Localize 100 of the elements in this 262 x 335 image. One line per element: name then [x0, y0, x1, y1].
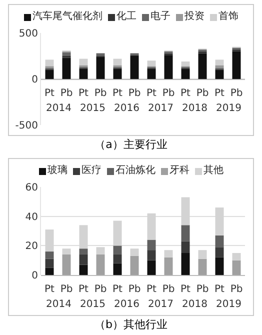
- x-tick-label: Pt: [180, 88, 191, 99]
- x-tick-label: Pt: [78, 284, 89, 295]
- x-tick-label: Pt: [112, 284, 123, 295]
- bar: [130, 248, 139, 256]
- x-tick-label: Pb: [230, 284, 243, 295]
- text: （b）其他行业: [94, 317, 168, 333]
- x-tick-label: Pt: [112, 88, 123, 99]
- bar: [62, 254, 71, 275]
- x-tick-label: Pt: [146, 88, 157, 99]
- bar: [181, 68, 190, 79]
- bar: [130, 56, 139, 79]
- text: 2014: [46, 299, 72, 310]
- x-tick-label: Pb: [128, 88, 141, 99]
- bar: [215, 65, 224, 68]
- bar: [62, 52, 71, 56]
- bar: [232, 51, 241, 79]
- bar: [96, 53, 105, 56]
- annotation: 2019: [216, 103, 242, 114]
- x-tick-label: Pt: [180, 284, 191, 295]
- y-tick-label: 60: [25, 182, 38, 194]
- annotation: 2014: [46, 103, 72, 114]
- bar: [113, 246, 122, 254]
- text: 2018: [182, 299, 208, 310]
- bar: [113, 263, 122, 275]
- text: 2016: [114, 299, 140, 310]
- bar: [232, 260, 241, 275]
- annotation: 2017: [148, 103, 174, 114]
- bar: [96, 254, 105, 275]
- annotation: 2015: [80, 103, 106, 114]
- bar: [79, 248, 88, 254]
- x-tick-label: Pb: [60, 284, 73, 295]
- bar: [215, 70, 224, 79]
- bar: [181, 225, 190, 242]
- bar: [164, 257, 173, 275]
- y-tick-label: 20: [25, 241, 38, 252]
- x-tick-label: Pb: [60, 88, 73, 99]
- bar: [79, 254, 88, 265]
- bar: [113, 68, 122, 79]
- bar: [147, 250, 156, 260]
- annotation: 2016: [114, 103, 140, 114]
- x-tick-label: Pt: [214, 88, 225, 99]
- bar: [215, 235, 224, 248]
- y-tick-label: 500: [18, 28, 38, 40]
- x-tick-label: Pt: [44, 88, 55, 99]
- x-tick-label: Pb: [94, 88, 107, 99]
- legend-label: 玻璃: [48, 165, 68, 177]
- bar: [79, 68, 88, 79]
- legend-label: 汽车尾气催化剂: [32, 11, 102, 23]
- annotation: 2018: [182, 103, 208, 114]
- x-tick-label: Pb: [196, 284, 209, 295]
- bar: [164, 55, 173, 79]
- bar: [147, 60, 156, 66]
- bar: [181, 253, 190, 275]
- bar: [45, 258, 54, 268]
- bar: [62, 248, 71, 254]
- bar: [147, 260, 156, 275]
- bar: [113, 254, 122, 264]
- text: 2015: [80, 299, 106, 310]
- x-tick-label: Pb: [128, 284, 141, 295]
- x-tick-label: Pb: [196, 88, 209, 99]
- bar: [147, 240, 156, 250]
- text: （a）主要行业: [94, 137, 168, 153]
- x-tick-label: Pt: [146, 284, 157, 295]
- bar: [113, 58, 122, 66]
- bar: [45, 60, 54, 66]
- bar: [130, 256, 139, 275]
- bar: [181, 241, 190, 253]
- legend-label: 投资: [184, 11, 204, 23]
- bar: [198, 53, 207, 79]
- legend-label: 石油炼化: [116, 165, 156, 177]
- y-tick-label: 0: [32, 270, 38, 282]
- legend-label: 电子: [150, 11, 170, 23]
- bar: [164, 250, 173, 258]
- bar: [215, 257, 224, 275]
- bar: [232, 253, 241, 260]
- legend-label: 医疗: [82, 165, 102, 177]
- legend-label: 化工: [116, 11, 136, 23]
- bar: [62, 58, 71, 79]
- x-tick-label: Pb: [162, 284, 175, 295]
- bar: [45, 70, 54, 79]
- x-tick-label: Pt: [214, 284, 225, 295]
- x-tick-label: Pt: [78, 88, 89, 99]
- y-tick-label: -500: [15, 120, 38, 132]
- x-tick-label: Pt: [44, 284, 55, 295]
- x-tick-label: Pb: [162, 88, 175, 99]
- bar: [79, 58, 88, 66]
- bar: [45, 252, 54, 259]
- legend-label: 其他: [204, 165, 224, 177]
- legend-label: 首饰: [218, 11, 238, 23]
- y-tick-label: 40: [25, 212, 38, 223]
- text: 2017: [148, 299, 174, 310]
- bar: [198, 258, 207, 275]
- x-tick-label: Pb: [94, 284, 107, 295]
- x-tick-label: Pb: [230, 88, 243, 99]
- bar: [215, 60, 224, 66]
- bar: [181, 62, 190, 66]
- y-tick-label: 0: [32, 74, 38, 86]
- bar: [198, 250, 207, 259]
- bar: [79, 264, 88, 275]
- bar: [96, 56, 105, 79]
